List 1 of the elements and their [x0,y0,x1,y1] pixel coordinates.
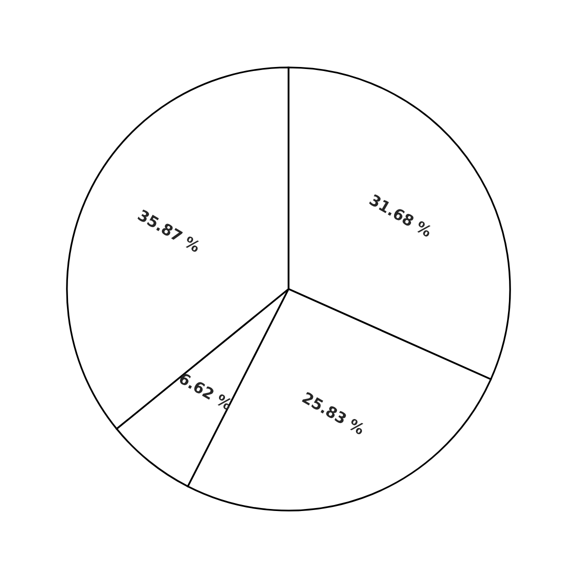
data-label: 6.62 % [178,372,234,411]
